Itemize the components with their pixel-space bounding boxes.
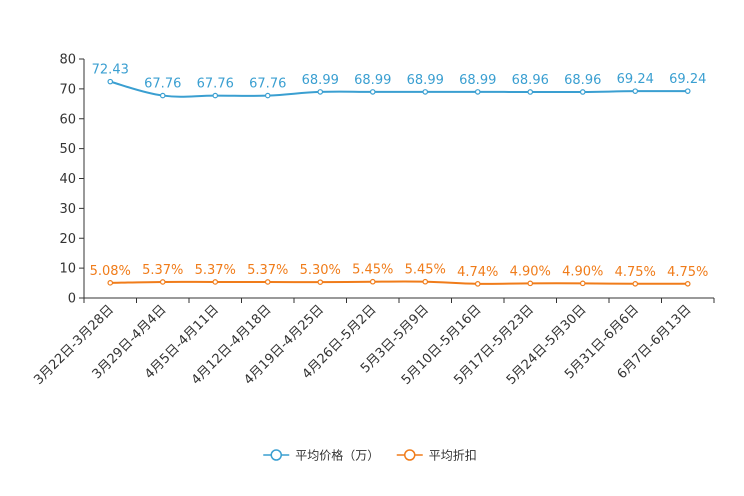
legend-marker xyxy=(404,449,416,461)
data-label: 5.37% xyxy=(247,263,288,278)
data-point[interactable] xyxy=(212,92,219,99)
data-point[interactable] xyxy=(474,89,481,95)
chart-axes: 010203040506070803月22日-3月28日3月29日-4月4日4月… xyxy=(31,53,715,388)
series-line-1 xyxy=(110,280,688,285)
data-point[interactable] xyxy=(527,89,534,95)
y-tick-label: 60 xyxy=(59,112,76,127)
data-label: 68.96 xyxy=(512,73,549,88)
data-point[interactable] xyxy=(159,92,166,99)
data-point[interactable] xyxy=(264,92,271,99)
data-point[interactable] xyxy=(159,279,166,285)
data-label: 68.96 xyxy=(564,73,601,88)
data-point[interactable] xyxy=(474,281,481,287)
chart-legend[interactable]: 平均价格（万） 平均折扣 xyxy=(263,448,477,463)
data-label: 67.76 xyxy=(249,77,286,92)
legend-marker xyxy=(270,449,282,461)
data-point[interactable] xyxy=(632,88,639,94)
legend-label: 平均折扣 xyxy=(429,448,477,463)
y-tick-label: 40 xyxy=(59,172,76,187)
legend-item-0[interactable]: 平均价格（万） xyxy=(263,448,379,463)
data-label: 5.37% xyxy=(142,263,183,278)
data-point[interactable] xyxy=(264,279,271,285)
data-point[interactable] xyxy=(579,89,586,95)
data-label: 68.99 xyxy=(354,73,391,88)
data-label: 5.37% xyxy=(195,263,236,278)
legend-label: 平均价格（万） xyxy=(295,448,379,463)
data-point[interactable] xyxy=(684,88,691,94)
data-label: 5.45% xyxy=(352,263,393,278)
chart-data-labels: 72.43 67.76 67.76 67.76 68.99 68.99 68.99 68.99… xyxy=(90,63,709,280)
data-point[interactable] xyxy=(527,280,534,287)
y-tick-label: 50 xyxy=(59,142,76,157)
data-point[interactable] xyxy=(317,279,324,285)
data-label: 69.24 xyxy=(669,72,706,87)
data-point[interactable] xyxy=(107,280,114,286)
data-point[interactable] xyxy=(422,89,429,95)
data-label: 5.45% xyxy=(405,263,446,278)
data-label: 4.90% xyxy=(562,264,603,279)
data-label: 5.30% xyxy=(300,263,341,278)
data-label: 4.75% xyxy=(667,265,708,280)
data-label: 69.24 xyxy=(617,72,654,87)
y-tick-label: 30 xyxy=(59,202,76,217)
data-point[interactable] xyxy=(579,280,586,287)
y-tick-label: 70 xyxy=(59,82,76,97)
data-label: 68.99 xyxy=(302,73,339,88)
y-tick-label: 10 xyxy=(59,262,76,277)
chart-series xyxy=(107,78,691,287)
legend-item-1[interactable]: 平均折扣 xyxy=(396,448,477,463)
data-point[interactable] xyxy=(317,89,324,95)
series-line-0 xyxy=(109,80,688,98)
data-label: 5.08% xyxy=(90,264,131,279)
data-point[interactable] xyxy=(422,278,429,285)
data-point[interactable] xyxy=(684,281,691,287)
data-label: 4.74% xyxy=(457,265,498,280)
data-point[interactable] xyxy=(212,279,219,285)
data-label: 67.76 xyxy=(197,77,234,92)
data-point[interactable] xyxy=(369,278,376,285)
data-point[interactable] xyxy=(632,281,639,287)
data-point[interactable] xyxy=(107,78,114,85)
y-tick-label: 0 xyxy=(68,292,76,307)
y-tick-label: 80 xyxy=(59,53,76,68)
data-label: 4.90% xyxy=(510,264,551,279)
data-point[interactable] xyxy=(369,89,376,95)
y-tick-label: 20 xyxy=(59,232,76,247)
data-label: 67.76 xyxy=(144,77,181,92)
data-label: 68.99 xyxy=(407,73,444,88)
data-label: 72.43 xyxy=(92,63,129,78)
data-label: 4.75% xyxy=(615,265,656,280)
data-label: 68.99 xyxy=(459,73,496,88)
